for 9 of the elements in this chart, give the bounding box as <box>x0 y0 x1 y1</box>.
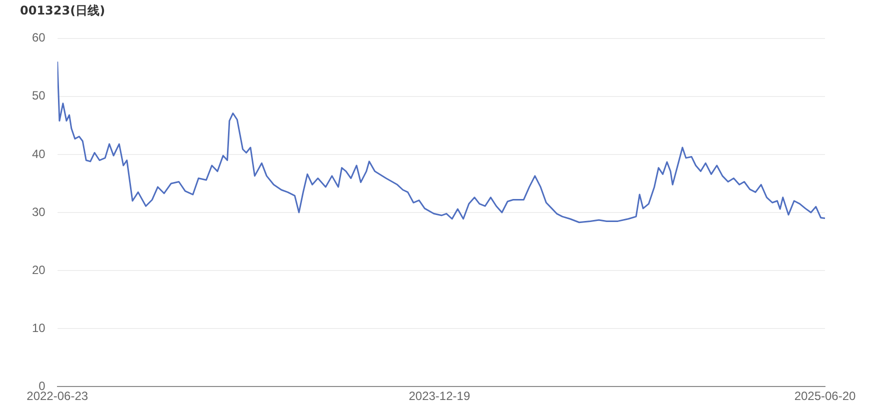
y-tick-label: 10 <box>32 320 46 335</box>
x-tick-label: 2025-06-20 <box>794 389 856 404</box>
y-tick-label: 40 <box>32 146 46 161</box>
y-tick-label: 30 <box>32 204 46 219</box>
y-tick-label: 60 <box>32 30 46 45</box>
y-tick-label: 20 <box>32 262 46 277</box>
x-tick-label: 2023-12-19 <box>408 389 470 404</box>
chart-title: 001323(日线) <box>20 3 106 18</box>
y-tick-label: 50 <box>32 88 46 103</box>
